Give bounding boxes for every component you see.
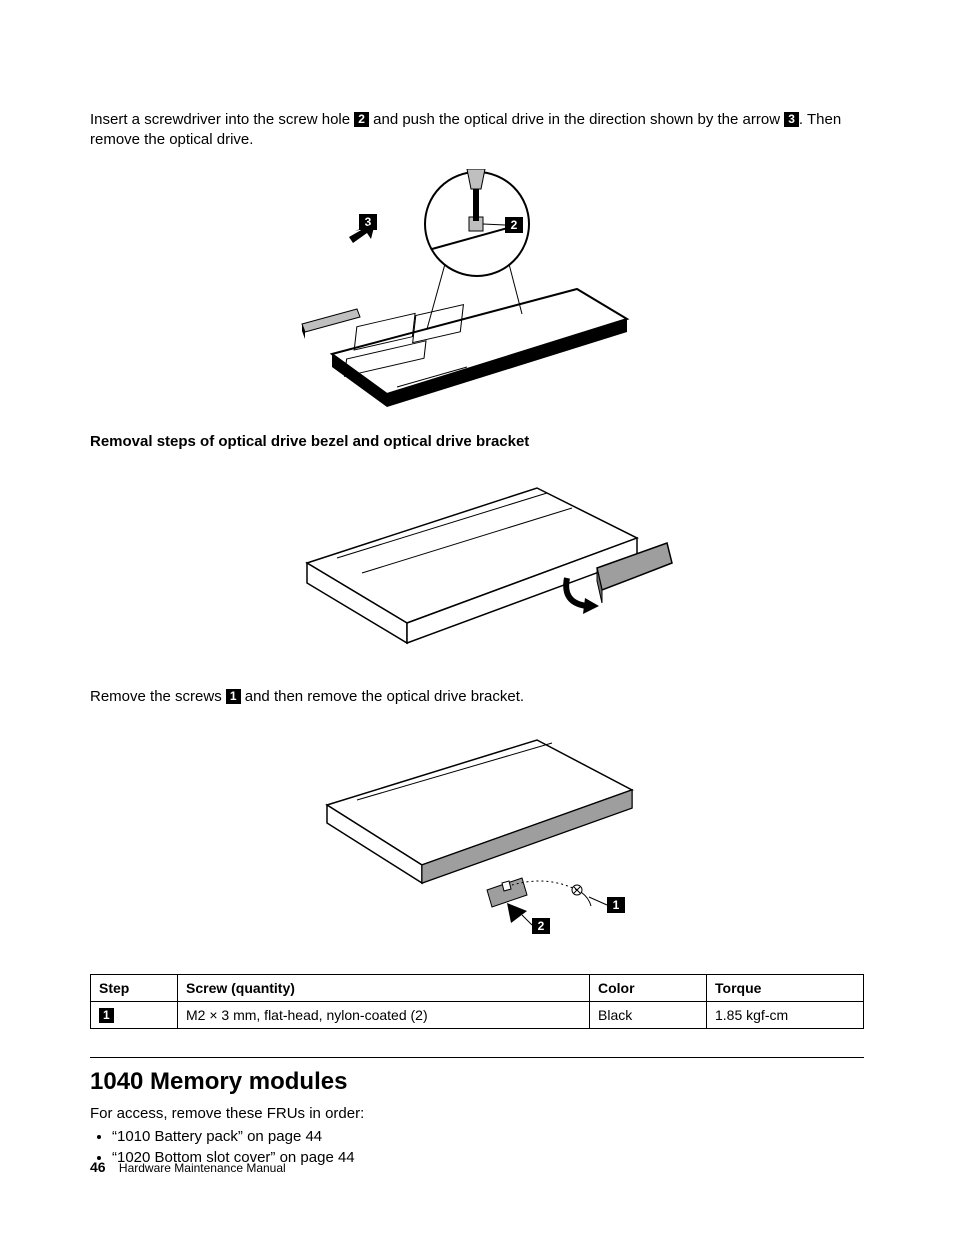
td-screw: M2 × 3 mm, flat-head, nylon-coated (2)	[178, 1001, 590, 1028]
table-header-row: Step Screw (quantity) Color Torque	[91, 974, 864, 1001]
section-divider	[90, 1057, 864, 1058]
figure-1-wrap: 3 2	[90, 169, 864, 409]
th-torque: Torque	[707, 974, 864, 1001]
callout-badge: 2	[354, 112, 369, 127]
callout-1: 1	[613, 898, 620, 912]
instruction-paragraph-2: Remove the screws 1 and then remove the …	[90, 687, 864, 707]
callout-2: 2	[538, 919, 545, 933]
figure-laptop-optical-drive: 3 2	[297, 169, 657, 409]
th-step: Step	[91, 974, 178, 1001]
td-color: Black	[590, 1001, 707, 1028]
callout-badge: 1	[226, 689, 241, 704]
subheading-removal-steps: Removal steps of optical drive bezel and…	[90, 433, 864, 450]
list-item: “1010 Battery pack” on page 44	[112, 1126, 864, 1147]
page-number: 46	[90, 1159, 106, 1175]
figure-3-wrap: 2 1	[90, 725, 864, 950]
callout-badge: 3	[784, 112, 799, 127]
section-intro: For access, remove these FRUs in order:	[90, 1104, 864, 1124]
table-row: 1 M2 × 3 mm, flat-head, nylon-coated (2)…	[91, 1001, 864, 1028]
td-torque: 1.85 kgf-cm	[707, 1001, 864, 1028]
figure-optical-drive-bracket: 2 1	[277, 725, 677, 950]
doc-title: Hardware Maintenance Manual	[119, 1161, 286, 1175]
td-step: 1	[91, 1001, 178, 1028]
screw-table: Step Screw (quantity) Color Torque 1 M2 …	[90, 974, 864, 1029]
figure-2-wrap	[90, 468, 864, 663]
document-page: Insert a screwdriver into the screw hole…	[0, 0, 954, 1235]
callout-badge: 1	[99, 1008, 114, 1023]
text: Insert a screwdriver into the screw hole	[90, 111, 354, 128]
text: and push the optical drive in the direct…	[369, 111, 784, 128]
section-title-memory-modules: 1040 Memory modules	[90, 1068, 864, 1096]
th-color: Color	[590, 974, 707, 1001]
page-footer: 46 Hardware Maintenance Manual	[90, 1159, 286, 1175]
text: Remove the screws	[90, 688, 226, 705]
text: and then remove the optical drive bracke…	[241, 688, 525, 705]
instruction-paragraph-1: Insert a screwdriver into the screw hole…	[90, 110, 864, 151]
callout-2: 2	[511, 218, 518, 232]
th-screw: Screw (quantity)	[178, 974, 590, 1001]
figure-optical-drive-bezel	[267, 468, 687, 663]
